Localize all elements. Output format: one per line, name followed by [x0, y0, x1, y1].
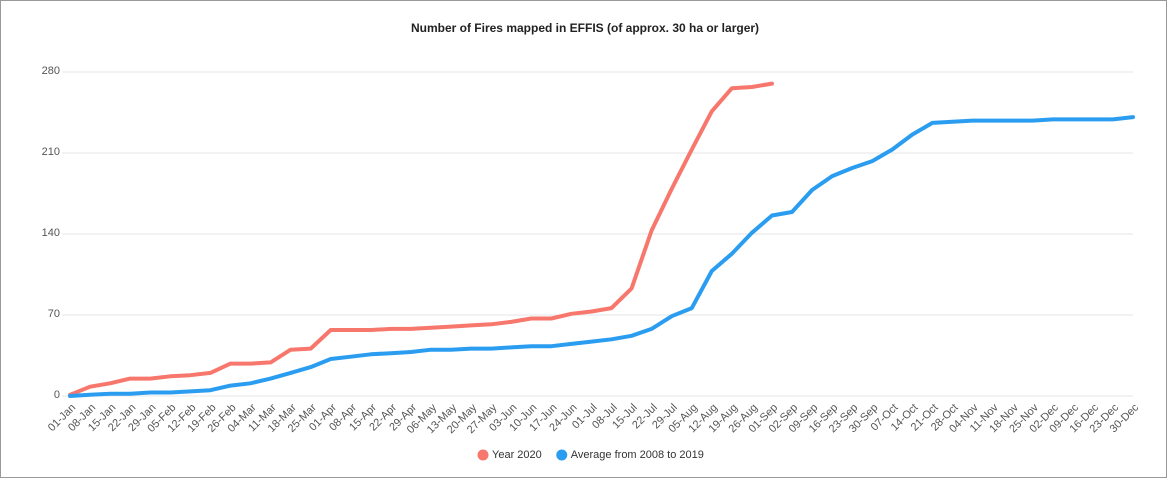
legend-label: Year 2020: [492, 449, 542, 461]
y-tick-label: 280: [42, 65, 60, 77]
y-tick-label: 0: [54, 389, 60, 401]
legend-marker: [477, 449, 489, 461]
y-tick-label: 210: [42, 146, 60, 158]
chart-title: Number of Fires mapped in EFFIS (of appr…: [411, 21, 759, 35]
y-tick-label: 70: [48, 308, 60, 320]
series-line: [68, 81, 774, 397]
legend-marker: [556, 449, 568, 461]
legend-label: Average from 2008 to 2019: [571, 449, 704, 461]
series-line: [68, 115, 1135, 398]
y-tick-label: 140: [42, 227, 60, 239]
